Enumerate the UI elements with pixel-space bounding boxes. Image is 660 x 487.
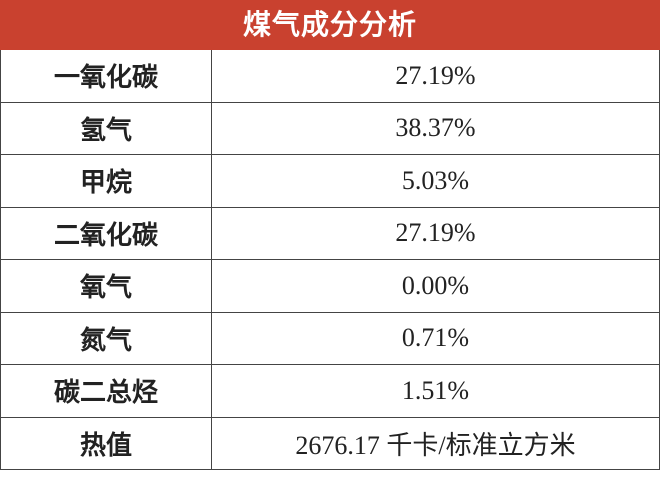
row-label: 碳二总烃: [0, 364, 212, 418]
row-value: 27.19%: [211, 206, 660, 260]
table-row: 氮气 0.71%: [0, 311, 660, 365]
table: 一氧化碳 27.19% 氢气 38.37% 甲烷 5.03% 二氧化碳 27.19% 氧气 0.0…: [0, 50, 660, 470]
table-row: 氧气 0.00%: [0, 259, 660, 313]
row-label: 氮气: [0, 311, 212, 365]
row-value: 0.00%: [211, 259, 660, 313]
row-label: 氧气: [0, 259, 212, 313]
row-value: 2676.17 千卡/标准立方米: [211, 416, 660, 470]
table-row: 甲烷 5.03%: [0, 154, 660, 208]
table-row: 热值 2676.17 千卡/标准立方米: [0, 416, 660, 470]
table-row: 碳二总烃 1.51%: [0, 364, 660, 418]
row-label: 二氧化碳: [0, 206, 212, 260]
table-row: 氢气 38.37%: [0, 101, 660, 155]
row-label: 一氧化碳: [0, 50, 212, 103]
row-label: 甲烷: [0, 154, 212, 208]
row-label: 氢气: [0, 101, 212, 155]
table-row: 二氧化碳 27.19%: [0, 206, 660, 260]
row-value: 1.51%: [211, 364, 660, 418]
row-value: 0.71%: [211, 311, 660, 365]
row-value: 5.03%: [211, 154, 660, 208]
row-value: 27.19%: [211, 50, 660, 103]
row-label: 热值: [0, 416, 212, 470]
table-title: 煤气成分分析: [0, 0, 660, 50]
table-row: 一氧化碳 27.19%: [0, 50, 660, 103]
row-value: 38.37%: [211, 101, 660, 155]
